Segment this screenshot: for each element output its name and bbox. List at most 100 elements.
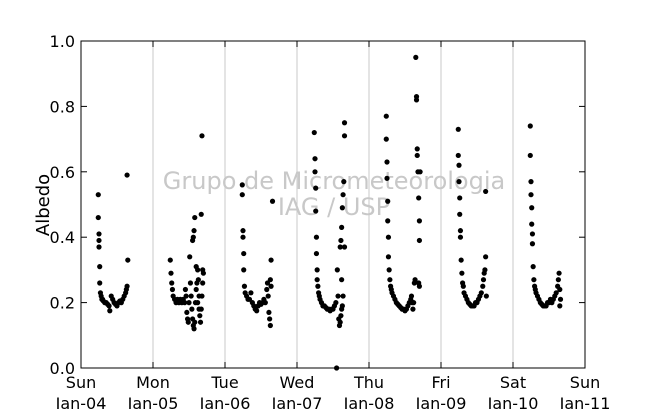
data-point	[387, 277, 393, 283]
x-tick-day-label: Fri	[431, 373, 450, 392]
data-point	[197, 319, 204, 325]
data-point	[183, 293, 189, 299]
data-point	[339, 205, 345, 211]
data-point	[125, 257, 131, 263]
data-point	[456, 179, 462, 185]
data-point	[197, 313, 203, 319]
data-point	[339, 303, 345, 309]
data-point	[460, 283, 466, 289]
data-point	[314, 277, 320, 283]
data-point	[169, 280, 175, 286]
data-point	[480, 277, 487, 283]
data-point	[459, 270, 465, 276]
data-point	[124, 283, 130, 289]
data-point	[339, 224, 345, 230]
x-tick-date-label: Jan-09	[415, 394, 467, 409]
data-point	[555, 277, 561, 283]
data-point	[341, 133, 348, 139]
data-point	[265, 293, 271, 299]
data-point	[416, 283, 422, 289]
data-point	[182, 286, 188, 293]
data-point	[262, 300, 268, 306]
x-tick-date-label: Jan-10	[487, 394, 539, 409]
data-point	[240, 228, 246, 234]
data-point	[239, 192, 245, 198]
data-point	[528, 179, 534, 185]
watermark-line-2: IAG / USP	[278, 193, 390, 221]
data-point	[313, 208, 319, 214]
data-point	[241, 267, 247, 273]
data-point	[531, 277, 537, 283]
data-point	[557, 303, 563, 309]
data-point	[408, 293, 415, 299]
data-point	[416, 195, 422, 201]
data-point	[557, 296, 564, 302]
data-point	[528, 192, 534, 198]
data-point	[167, 257, 173, 263]
data-point	[95, 192, 101, 198]
x-tick-day-label: Sat	[500, 373, 526, 392]
data-point	[414, 146, 420, 152]
y-axis: 0.0 0.2 0.4 0.6 0.8 1.0	[50, 32, 585, 378]
data-point	[193, 286, 199, 293]
data-point	[529, 221, 535, 227]
data-point	[384, 175, 390, 181]
data-point	[168, 270, 174, 276]
data-point	[267, 277, 273, 283]
data-point	[190, 234, 196, 240]
y-tick-label: 0.0	[50, 359, 75, 378]
data-point	[198, 211, 204, 217]
data-point	[199, 293, 205, 299]
x-tick-day-label: Sun	[570, 373, 600, 392]
data-point	[333, 300, 339, 306]
data-point	[385, 198, 391, 204]
data-point	[315, 283, 321, 289]
x-tick-day-label: Wed	[280, 373, 315, 392]
data-point	[191, 228, 197, 234]
x-tick-date-label: Jan-05	[127, 394, 179, 409]
data-point	[124, 172, 130, 178]
data-point	[385, 254, 392, 260]
y-tick-label: 0.4	[50, 228, 75, 247]
data-point	[267, 322, 273, 329]
data-point	[182, 300, 188, 306]
data-point	[337, 319, 343, 325]
data-point	[266, 309, 272, 316]
data-point	[97, 280, 103, 286]
data-point	[413, 54, 419, 60]
data-point	[95, 214, 101, 221]
x-tick-day-label: Sun	[66, 373, 96, 392]
data-point	[264, 286, 270, 293]
data-point	[191, 326, 197, 332]
data-point	[185, 319, 191, 325]
data-point	[241, 250, 247, 257]
x-axis: Sun Jan-04 Mon Jan-05 Tue Jan-06 Wed Jan-07 Thu J…	[55, 41, 610, 409]
x-tick-date-label: Jan-07	[271, 394, 323, 409]
data-point	[416, 237, 422, 244]
grid-layer	[152, 41, 514, 368]
data-point	[383, 136, 389, 142]
x-tick-date-label: Jan-04	[55, 394, 107, 409]
data-point	[530, 264, 536, 270]
data-point	[385, 234, 392, 240]
data-point	[455, 126, 461, 132]
y-tick-label: 1.0	[50, 32, 75, 51]
x-tick-day-label: Mon	[136, 373, 170, 392]
data-point	[267, 316, 273, 322]
data-point	[341, 244, 348, 250]
x-tick-day-label: Tue	[210, 373, 238, 392]
data-point	[417, 169, 423, 175]
data-point	[268, 283, 274, 289]
data-point	[410, 306, 416, 312]
data-point	[458, 257, 464, 263]
data-points	[95, 54, 564, 371]
data-point	[457, 234, 464, 240]
data-point	[411, 300, 417, 306]
data-point	[195, 277, 201, 283]
data-point	[314, 267, 320, 273]
data-point	[254, 308, 260, 314]
data-point	[340, 293, 346, 299]
data-point	[241, 283, 248, 289]
data-point	[187, 254, 193, 260]
